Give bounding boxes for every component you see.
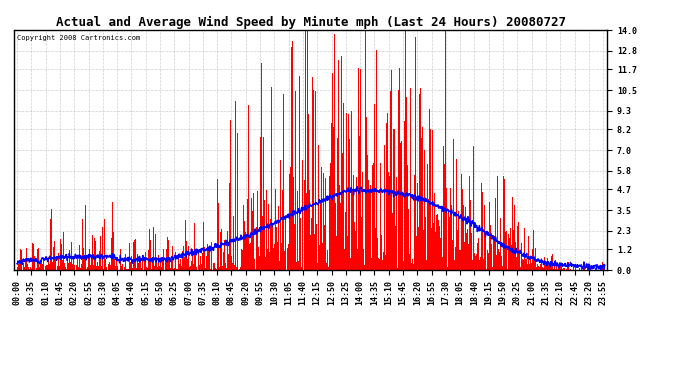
Title: Actual and Average Wind Speed by Minute mph (Last 24 Hours) 20080727: Actual and Average Wind Speed by Minute …	[55, 16, 566, 29]
Text: Copyright 2008 Cartronics.com: Copyright 2008 Cartronics.com	[17, 35, 140, 41]
